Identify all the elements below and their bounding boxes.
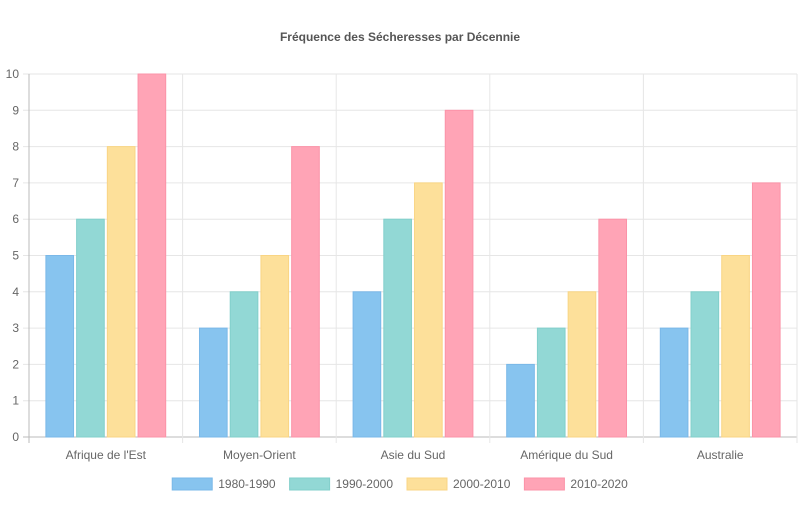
bar[interactable] — [352, 291, 382, 438]
bar[interactable] — [414, 182, 443, 438]
legend-swatch[interactable] — [406, 477, 448, 491]
bar[interactable] — [506, 363, 535, 438]
y-tick-label: 1 — [12, 394, 19, 408]
bar[interactable] — [76, 218, 105, 438]
legend-swatch[interactable] — [171, 477, 213, 491]
legend-label: 2010-2020 — [570, 477, 628, 491]
bars — [45, 73, 781, 438]
x-tick-label: Moyen-Orient — [223, 448, 296, 462]
legend-swatch[interactable] — [289, 477, 331, 491]
legend-label: 1980-1990 — [218, 477, 276, 491]
bar[interactable] — [567, 291, 597, 438]
bar[interactable] — [659, 327, 689, 438]
y-tick-label: 5 — [12, 249, 19, 263]
x-tick-label: Australie — [697, 448, 744, 462]
y-tick-label: 7 — [12, 176, 19, 190]
x-tick-label: Afrique de l'Est — [66, 448, 147, 462]
chart-title: Fréquence des Sécheresses par Décennie — [280, 30, 520, 44]
y-tick-label: 3 — [12, 321, 19, 335]
x-tick-label: Asie du Sud — [381, 448, 446, 462]
y-axis: 0 1 2 3 4 5 6 7 8 9 10 — [6, 67, 20, 444]
legend-label: 2000-2010 — [453, 477, 511, 491]
bar[interactable] — [106, 146, 136, 438]
bar[interactable] — [45, 255, 75, 438]
y-tick-label: 6 — [12, 212, 19, 226]
y-tick-label: 0 — [12, 430, 19, 444]
bar[interactable] — [291, 146, 320, 438]
bar[interactable] — [137, 73, 167, 438]
x-tick-label: Amérique du Sud — [520, 448, 613, 462]
y-tick-label: 4 — [12, 285, 19, 299]
bar[interactable] — [721, 255, 750, 438]
legend: 1980-1990 1990-2000 2000-2010 2010-2020 — [171, 477, 628, 491]
bar[interactable] — [536, 327, 566, 438]
y-tick-label: 9 — [12, 103, 19, 117]
y-tick-label: 10 — [6, 67, 20, 81]
bar[interactable] — [751, 182, 781, 438]
y-tick-label: 8 — [12, 140, 19, 154]
bar[interactable] — [444, 109, 474, 438]
y-tick-label: 2 — [12, 357, 19, 371]
legend-swatch[interactable] — [523, 477, 565, 491]
bar[interactable] — [198, 327, 228, 438]
bar[interactable] — [598, 218, 628, 438]
x-axis: Afrique de l'Est Moyen-Orient Asie du Sud A… — [66, 448, 744, 462]
bar[interactable] — [229, 291, 259, 438]
bar[interactable] — [260, 255, 290, 438]
legend-label: 1990-2000 — [336, 477, 394, 491]
bar[interactable] — [690, 291, 720, 438]
bar[interactable] — [383, 218, 412, 438]
